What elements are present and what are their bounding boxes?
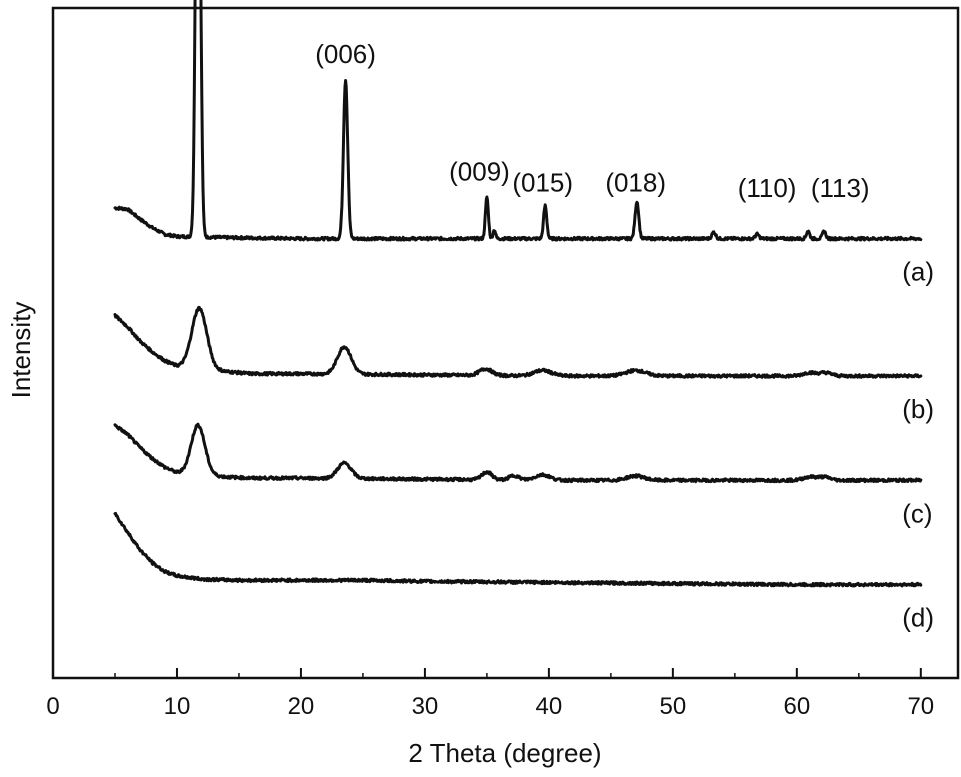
peak-annotation: (015)	[512, 167, 573, 197]
series-line	[113, 305, 923, 379]
peak-annotation: (018)	[605, 167, 666, 197]
x-tick-label: 70	[907, 693, 934, 720]
series-label: (a)	[902, 257, 934, 287]
series-label: (b)	[902, 394, 934, 424]
peak-annotations: (003)(006)(009)(015)(018)(110)(113)	[315, 39, 870, 203]
x-tick-label: 20	[288, 693, 315, 720]
peak-annotation: (110)	[738, 173, 797, 203]
x-tick-label: 0	[46, 693, 59, 720]
x-axis-ticks: 0 10 20 30 40 50 60 70	[46, 668, 934, 720]
x-tick-label: 60	[783, 693, 810, 720]
x-tick-label: 30	[412, 693, 439, 720]
series-traces	[113, 0, 923, 588]
series-labels: (a) (b) (c) (d)	[902, 257, 934, 633]
series-label: (c)	[902, 498, 932, 528]
peak-annotation: (009)	[449, 156, 510, 186]
peak-annotation: (006)	[315, 39, 376, 69]
x-tick-label: 50	[660, 693, 687, 720]
x-tick-label: 40	[536, 693, 563, 720]
series-line	[113, 511, 923, 588]
x-tick-label: 10	[164, 693, 191, 720]
series-line	[113, 0, 923, 242]
series-line	[113, 422, 923, 484]
series-label: (d)	[902, 603, 934, 633]
peak-annotation: (113)	[811, 173, 870, 203]
plot-frame	[51, 6, 960, 680]
x-axis-title: 2 Theta (degree)	[408, 738, 601, 768]
y-axis-title: Intensity	[6, 302, 36, 399]
